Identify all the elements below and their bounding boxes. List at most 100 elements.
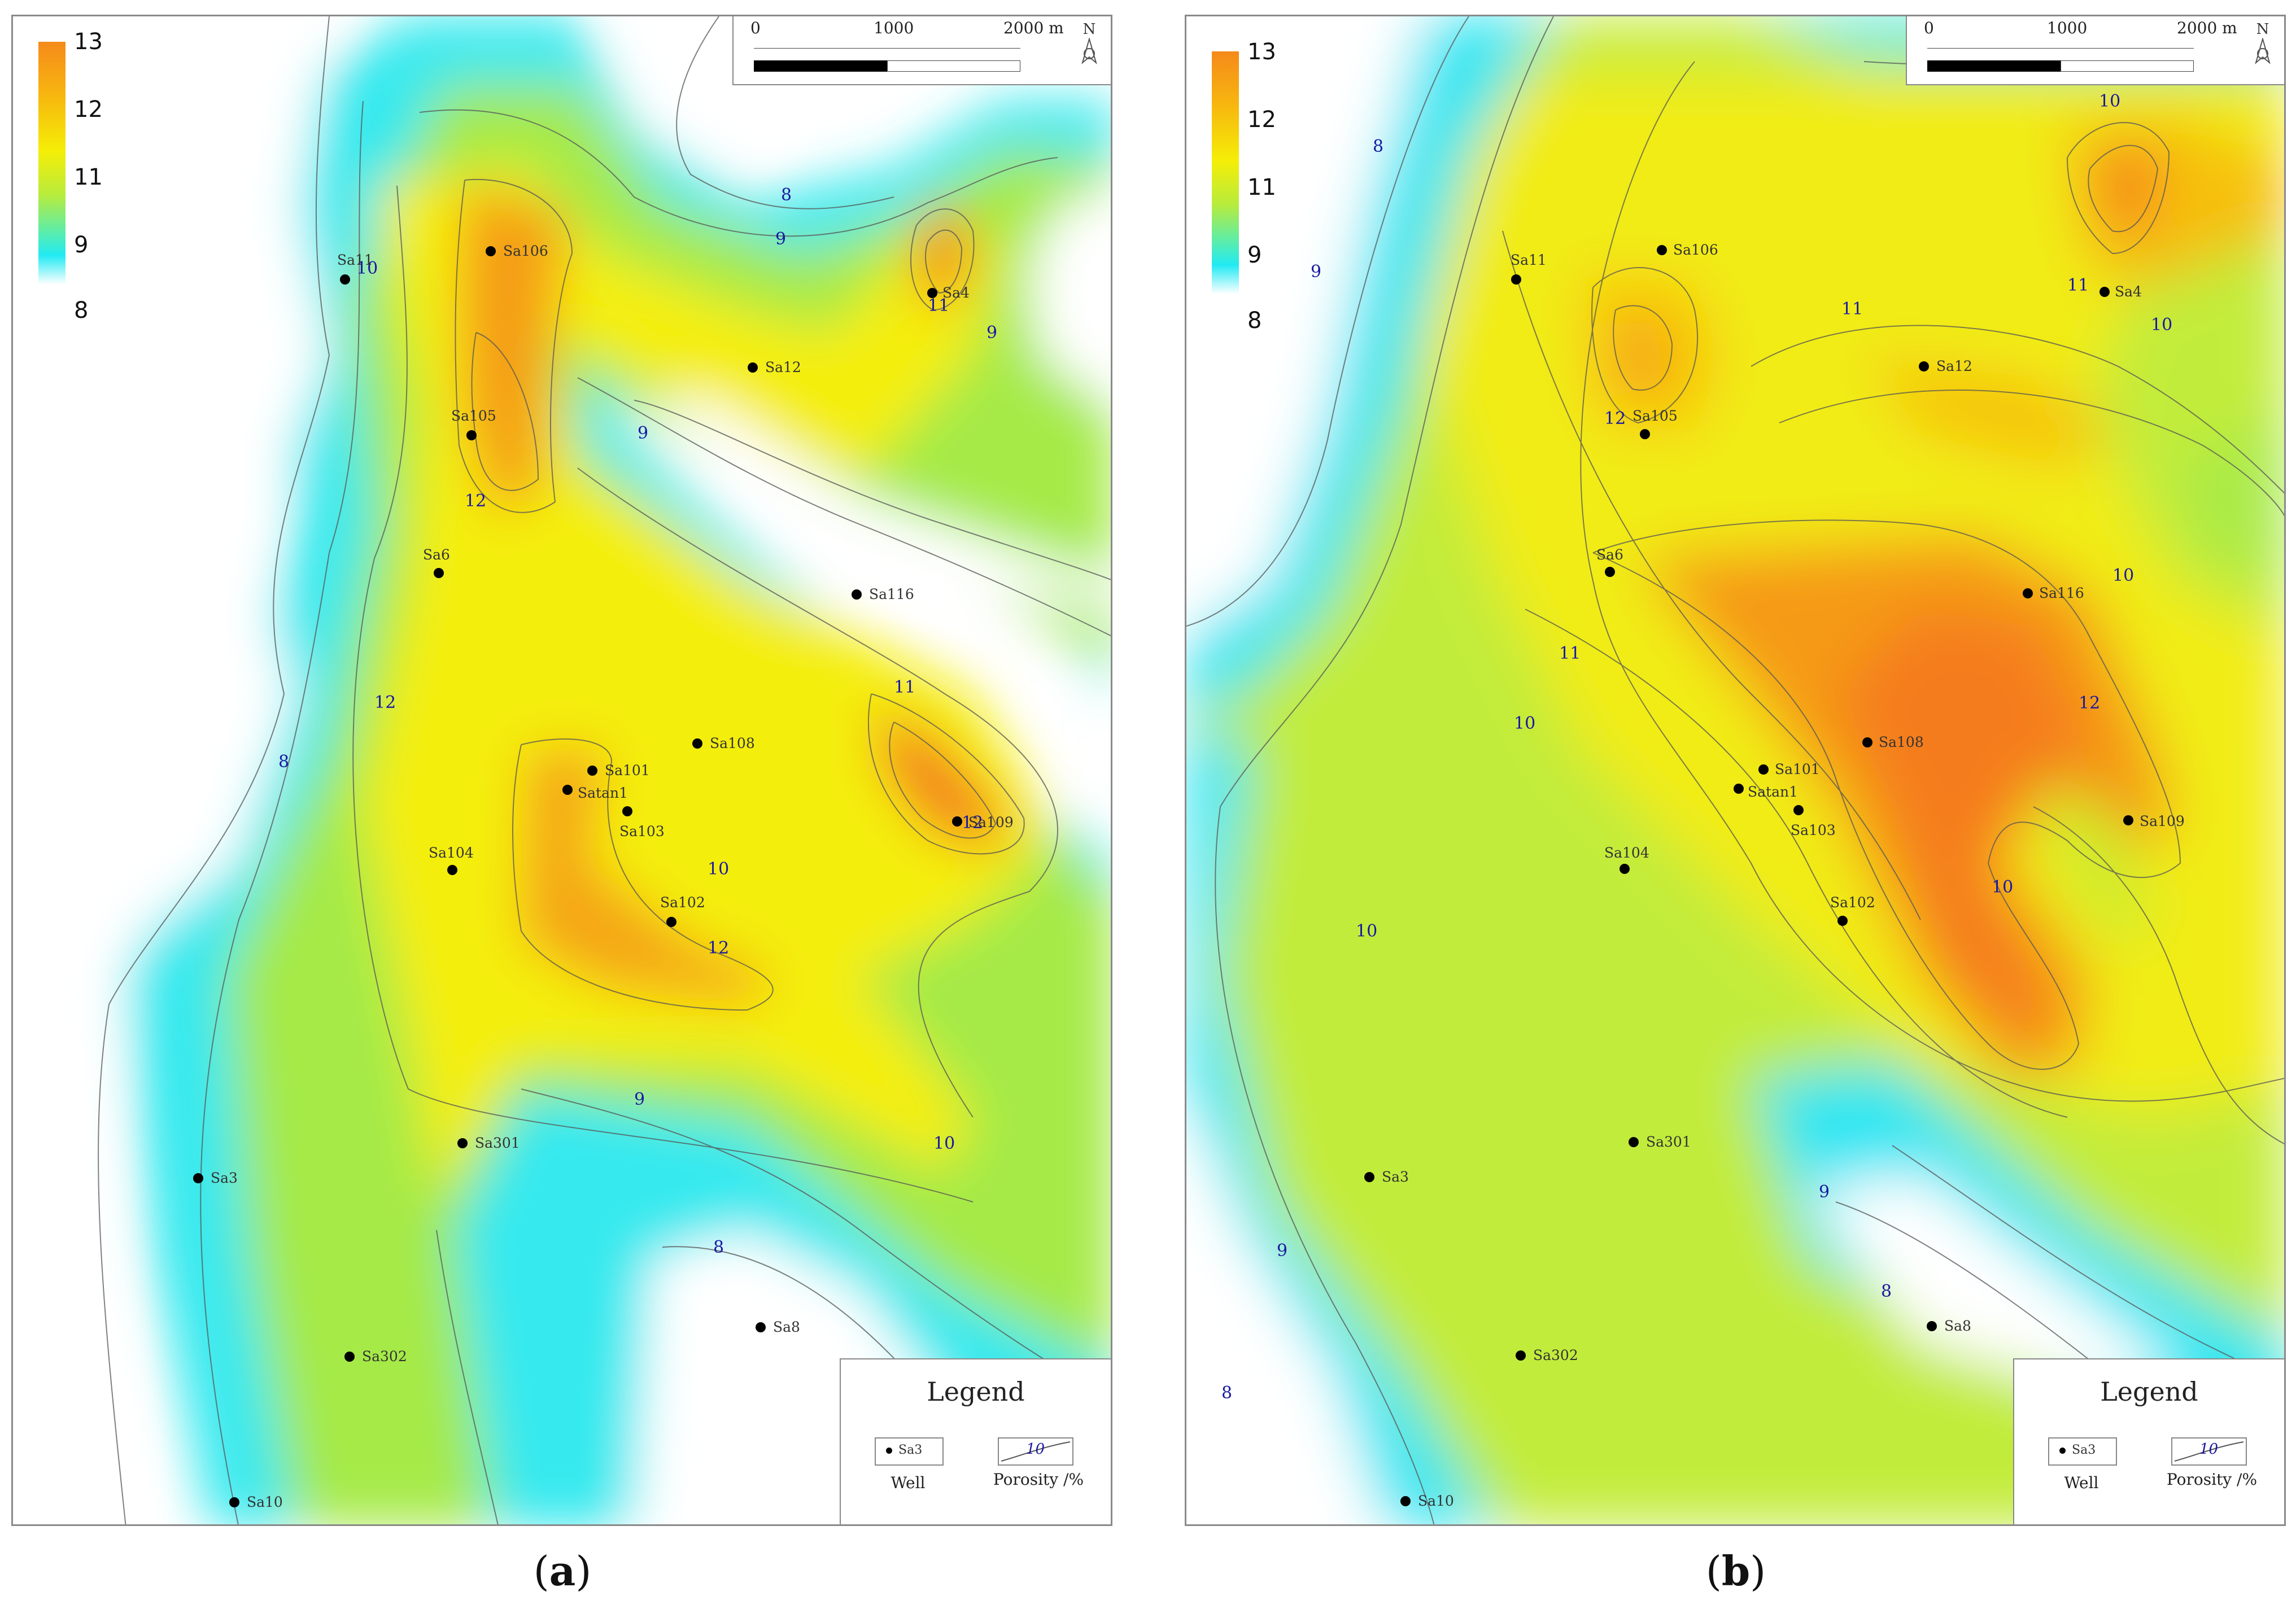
well-marker[interactable] (927, 288, 937, 298)
contour-label: 11 (894, 677, 915, 697)
well-label: Sa105 (451, 408, 496, 424)
scale-segment-white (887, 60, 1020, 72)
contour-label: 12 (708, 938, 729, 958)
scale-line (754, 48, 1020, 49)
well-marker[interactable] (952, 816, 962, 827)
well-marker[interactable] (466, 430, 477, 440)
well-label: Sa106 (503, 243, 548, 259)
contour-label: 10 (1356, 921, 1377, 941)
well-marker[interactable] (229, 1497, 239, 1507)
contour-label: 12 (465, 491, 486, 511)
legend-well-caption: Well (891, 1474, 926, 1492)
well-label: Sa104 (1604, 845, 1649, 861)
legend-well-sample: Sa3 (898, 1443, 923, 1457)
well-marker[interactable] (1364, 1172, 1374, 1182)
well-dot-icon (2059, 1448, 2066, 1454)
wells-a: Sa11 Sa106 Sa4 Sa12 Sa105 Sa6 Sa116 Sa10… (193, 243, 1014, 1510)
scale-segment-black (754, 60, 887, 72)
porosity-map-a: 8 9 10 11 12 9 8 11 12 9 12 10 12 9 8 10… (11, 15, 1112, 1526)
colorbar-tick: 13 (74, 29, 103, 55)
north-label: N (2256, 21, 2269, 38)
well-label: Sa109 (2140, 813, 2185, 829)
scale-tick: 1000 (874, 19, 914, 37)
scale-tick: 0 (750, 19, 761, 37)
porosity-field-b (1186, 16, 2284, 1524)
well-marker[interactable] (1400, 1496, 1411, 1506)
well-marker[interactable] (852, 589, 862, 600)
wells-b: Sa11 Sa106 Sa4 Sa12 Sa105 Sa6 Sa116 Sa10… (1364, 242, 2185, 1509)
well-marker[interactable] (1516, 1350, 1526, 1361)
colorbar-tick: 13 (1247, 39, 1276, 65)
well-label: Sa10 (1418, 1493, 1454, 1509)
well-marker[interactable] (692, 738, 702, 749)
well-marker[interactable] (340, 274, 350, 285)
contour-label: 10 (2112, 566, 2134, 585)
contour-labels-b: 8 9 10 11 11 10 12 10 11 10 12 10 10 9 8… (1221, 91, 2172, 1403)
contour-label: 11 (1559, 644, 1581, 663)
colorbar-tick: 9 (74, 232, 89, 258)
well-marker[interactable] (1511, 274, 1521, 285)
well-label: Sa106 (1673, 242, 1718, 258)
well-label: Sa6 (1596, 546, 1623, 563)
well-label: Sa302 (1533, 1347, 1578, 1363)
well-label: Sa301 (475, 1135, 520, 1151)
well-marker[interactable] (1629, 1137, 1639, 1147)
well-marker[interactable] (1927, 1321, 1937, 1331)
well-label: Sa103 (619, 823, 665, 840)
contour-label: 9 (1311, 262, 1321, 282)
contour-label: 11 (1841, 299, 1863, 319)
well-marker[interactable] (2123, 815, 2133, 825)
well-marker[interactable] (1837, 916, 1848, 926)
well-marker[interactable] (2099, 287, 2110, 297)
well-marker[interactable] (447, 865, 457, 875)
well-marker[interactable] (1640, 429, 1650, 439)
well-label: Sa12 (1936, 358, 1972, 374)
well-marker[interactable] (1758, 764, 1769, 775)
well-marker[interactable] (1657, 245, 1667, 255)
well-marker[interactable] (344, 1352, 355, 1362)
well-marker[interactable] (748, 362, 758, 373)
well-label: Sa101 (1775, 761, 1820, 777)
well-marker[interactable] (2023, 588, 2033, 598)
well-marker[interactable] (587, 766, 597, 776)
contour-label: 10 (1514, 714, 1535, 733)
contour-label: 9 (638, 423, 648, 443)
caption-letter: b (1721, 1547, 1751, 1595)
well-marker[interactable] (666, 917, 676, 927)
well-label: Sa302 (362, 1348, 407, 1365)
contour-label: 10 (933, 1134, 955, 1153)
porosity-field-a (13, 16, 1111, 1524)
well-marker[interactable] (1793, 805, 1804, 815)
contour-label: 11 (2067, 276, 2089, 295)
legend-porosity-caption: Porosity /% (2166, 1470, 2258, 1489)
porosity-contour-map-b: 8 9 10 11 11 10 12 10 11 10 12 10 10 9 8… (1186, 16, 2284, 1524)
well-marker[interactable] (1620, 864, 1630, 874)
contour-label: 12 (2079, 693, 2100, 713)
legend-well-symbol: Sa3 (875, 1437, 944, 1466)
well-marker[interactable] (1605, 567, 1615, 577)
well-marker[interactable] (1734, 784, 1744, 794)
well-marker[interactable] (562, 785, 573, 795)
contour-label: 8 (1881, 1282, 1892, 1301)
well-label: Sa102 (660, 894, 705, 911)
contour-label: 10 (2099, 91, 2120, 111)
well-marker[interactable] (457, 1138, 468, 1148)
well-marker[interactable] (486, 246, 496, 256)
well-label: Sa116 (2039, 585, 2084, 601)
well-marker[interactable] (622, 806, 632, 816)
contour-label: 9 (1277, 1241, 1287, 1261)
panel-caption-b: (b) (1705, 1547, 1766, 1595)
well-marker[interactable] (1862, 737, 1872, 747)
well-marker[interactable] (434, 568, 444, 578)
well-marker[interactable] (756, 1322, 766, 1332)
contour-label: 8 (713, 1238, 724, 1257)
well-label: Sa109 (968, 814, 1014, 830)
panel-caption-a: (a) (533, 1547, 592, 1595)
legend-title: Legend (927, 1376, 1025, 1407)
contour-label: 9 (1819, 1182, 1830, 1202)
legend-contour-symbol: 10 (998, 1437, 1073, 1466)
scale-segment-white (2061, 60, 2194, 72)
well-marker[interactable] (193, 1173, 203, 1183)
well-label: Sa116 (869, 586, 914, 602)
well-marker[interactable] (1919, 361, 1929, 371)
